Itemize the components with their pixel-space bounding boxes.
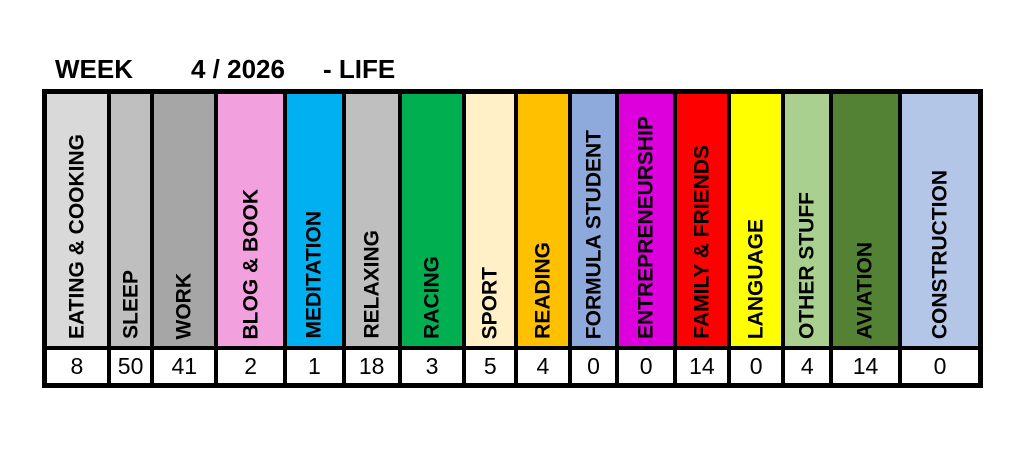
category-label: FAMILY & FRIENDS — [690, 145, 714, 339]
value-text: 14 — [689, 353, 715, 379]
category-cell: AVIATION — [833, 94, 898, 346]
value-text: 8 — [70, 353, 84, 379]
category-label: FORMULA STUDENT — [582, 129, 606, 339]
value-text: 1 — [308, 353, 321, 379]
category-label: READING — [531, 242, 555, 339]
category-cell: BLOG & BOOK — [218, 94, 284, 346]
category-cell: ENTREPRENEURSHIP — [619, 94, 674, 346]
category-cell: EATING & COOKING — [47, 94, 107, 346]
value-cell: 0 — [571, 350, 616, 383]
value-text: 3 — [425, 353, 439, 379]
value-text: 4 — [536, 353, 550, 379]
value-text: 0 — [639, 353, 653, 379]
value-text: 0 — [587, 353, 600, 379]
value-text: 0 — [749, 353, 763, 379]
category-label: RELAXING — [360, 230, 384, 339]
value-cell: 1 — [287, 350, 342, 383]
category-label: AVIATION — [853, 241, 877, 339]
week-life-table: EATING & COOKING SLEEP WORK BLOG & BOOK … — [42, 89, 983, 388]
value-cell: 4 — [518, 350, 568, 383]
category-cell: SPORT — [466, 94, 515, 346]
category-label: CONSTRUCTION — [928, 169, 952, 339]
category-label: SLEEP — [119, 270, 143, 339]
value-cell: 5 — [466, 350, 515, 383]
value-text: 41 — [171, 353, 198, 379]
value-cell: 41 — [154, 350, 215, 383]
title-week-label: WEEK — [55, 54, 133, 84]
value-cell: 3 — [401, 350, 463, 383]
title-suffix: - LIFE — [322, 54, 396, 84]
title-week-value: 4 / 2026 — [191, 54, 285, 84]
value-text: 2 — [244, 353, 258, 379]
value-cell: 18 — [345, 350, 398, 383]
value-text: 5 — [483, 353, 497, 379]
value-cell: 0 — [619, 350, 674, 383]
category-cell: RACING — [401, 94, 463, 346]
value-cell: 14 — [677, 350, 727, 383]
category-label: WORK — [172, 272, 196, 340]
value-cell: 14 — [833, 350, 898, 383]
page-title: WEEK 4 / 2026 - LIFE — [55, 54, 395, 85]
value-cell: 50 — [110, 350, 151, 383]
value-text: 50 — [117, 353, 144, 379]
category-cell: RELAXING — [345, 94, 398, 346]
category-cell: WORK — [154, 94, 215, 346]
category-label: SPORT — [478, 266, 502, 339]
category-cell: FORMULA STUDENT — [571, 94, 616, 346]
category-cell: MEDITATION — [287, 94, 342, 346]
value-cell: 4 — [785, 350, 830, 383]
value-text: 18 — [358, 353, 385, 379]
category-cell: LANGUAGE — [730, 94, 782, 346]
category-label: MEDITATION — [302, 211, 326, 339]
value-text: 4 — [800, 353, 814, 379]
category-label: RACING — [420, 256, 444, 339]
category-label: LANGUAGE — [744, 218, 768, 339]
value-cell: 8 — [47, 350, 107, 383]
category-label: EATING & COOKING — [65, 134, 89, 339]
value-cell: 0 — [901, 350, 978, 383]
category-label: BLOG & BOOK — [239, 188, 263, 340]
category-label: OTHER STUFF — [795, 192, 819, 339]
category-cell: SLEEP — [110, 94, 151, 346]
category-label: ENTREPRENEURSHIP — [634, 116, 658, 339]
value-cell: 0 — [730, 350, 782, 383]
category-cell: FAMILY & FRIENDS — [677, 94, 727, 346]
category-cell: CONSTRUCTION — [901, 94, 978, 346]
value-text: 0 — [933, 353, 947, 379]
category-cell: READING — [518, 94, 568, 346]
value-text: 14 — [852, 353, 879, 379]
value-cell: 2 — [218, 350, 284, 383]
category-cell: OTHER STUFF — [785, 94, 830, 346]
